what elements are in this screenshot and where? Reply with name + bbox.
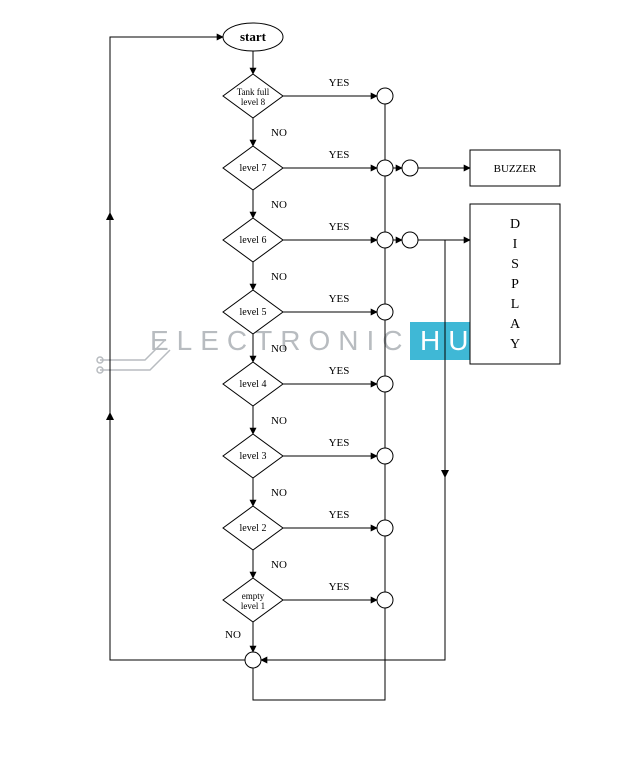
- sum-node-d8: [377, 88, 393, 104]
- watermark-text1: ELECTRONICS: [150, 325, 437, 356]
- decision-label-d4: level 4: [240, 379, 267, 390]
- sum-node-d1: [377, 592, 393, 608]
- sum-node-d5: [377, 304, 393, 320]
- decision-label-d2: level 2: [240, 523, 267, 534]
- no-label-d8: NO: [271, 127, 287, 139]
- sum-node-d4: [377, 376, 393, 392]
- no-label-d7: NO: [271, 199, 287, 211]
- sum-node-d6: [377, 232, 393, 248]
- display-letter-6: Y: [510, 337, 520, 352]
- yes-label-d3: YES: [329, 437, 350, 449]
- sum-node-d7: [377, 160, 393, 176]
- decision-label-d5: level 5: [240, 307, 267, 318]
- decision-label-d1-1: level 1: [241, 601, 265, 611]
- no-label-d6: NO: [271, 271, 287, 283]
- display-letter-2: S: [511, 257, 519, 272]
- decision-label-d6: level 6: [240, 235, 267, 246]
- display-letter-0: D: [510, 217, 520, 232]
- yes-label-d2: YES: [329, 509, 350, 521]
- no-label-d4: NO: [271, 415, 287, 427]
- display-letter-1: I: [513, 237, 518, 252]
- extra-sum-1: [402, 232, 418, 248]
- display-letter-3: P: [511, 277, 519, 292]
- no-label-d2: NO: [271, 559, 287, 571]
- no-label-d5: NO: [271, 343, 287, 355]
- decision-label-d1-0: empty: [242, 591, 265, 601]
- extra-sum-0: [402, 160, 418, 176]
- yes-label-d5: YES: [329, 293, 350, 305]
- display-letter-4: L: [511, 297, 520, 312]
- yes-label-d7: YES: [329, 149, 350, 161]
- final-junction: [245, 652, 261, 668]
- display-letter-5: A: [510, 317, 521, 332]
- no-label-d1: NO: [225, 629, 241, 641]
- yes-label-d6: YES: [329, 221, 350, 233]
- decision-label-d8-1: level 8: [241, 97, 266, 107]
- buzzer-label: BUZZER: [494, 163, 537, 175]
- start-label: start: [240, 29, 267, 44]
- yes-label-d1: YES: [329, 581, 350, 593]
- sum-node-d2: [377, 520, 393, 536]
- no-label-d3: NO: [271, 487, 287, 499]
- decision-label-d8-0: Tank full: [237, 87, 270, 97]
- sum-node-d3: [377, 448, 393, 464]
- yes-label-d4: YES: [329, 365, 350, 377]
- yes-label-d8: YES: [329, 77, 350, 89]
- decision-label-d7: level 7: [240, 163, 267, 174]
- decision-label-d3: level 3: [240, 451, 267, 462]
